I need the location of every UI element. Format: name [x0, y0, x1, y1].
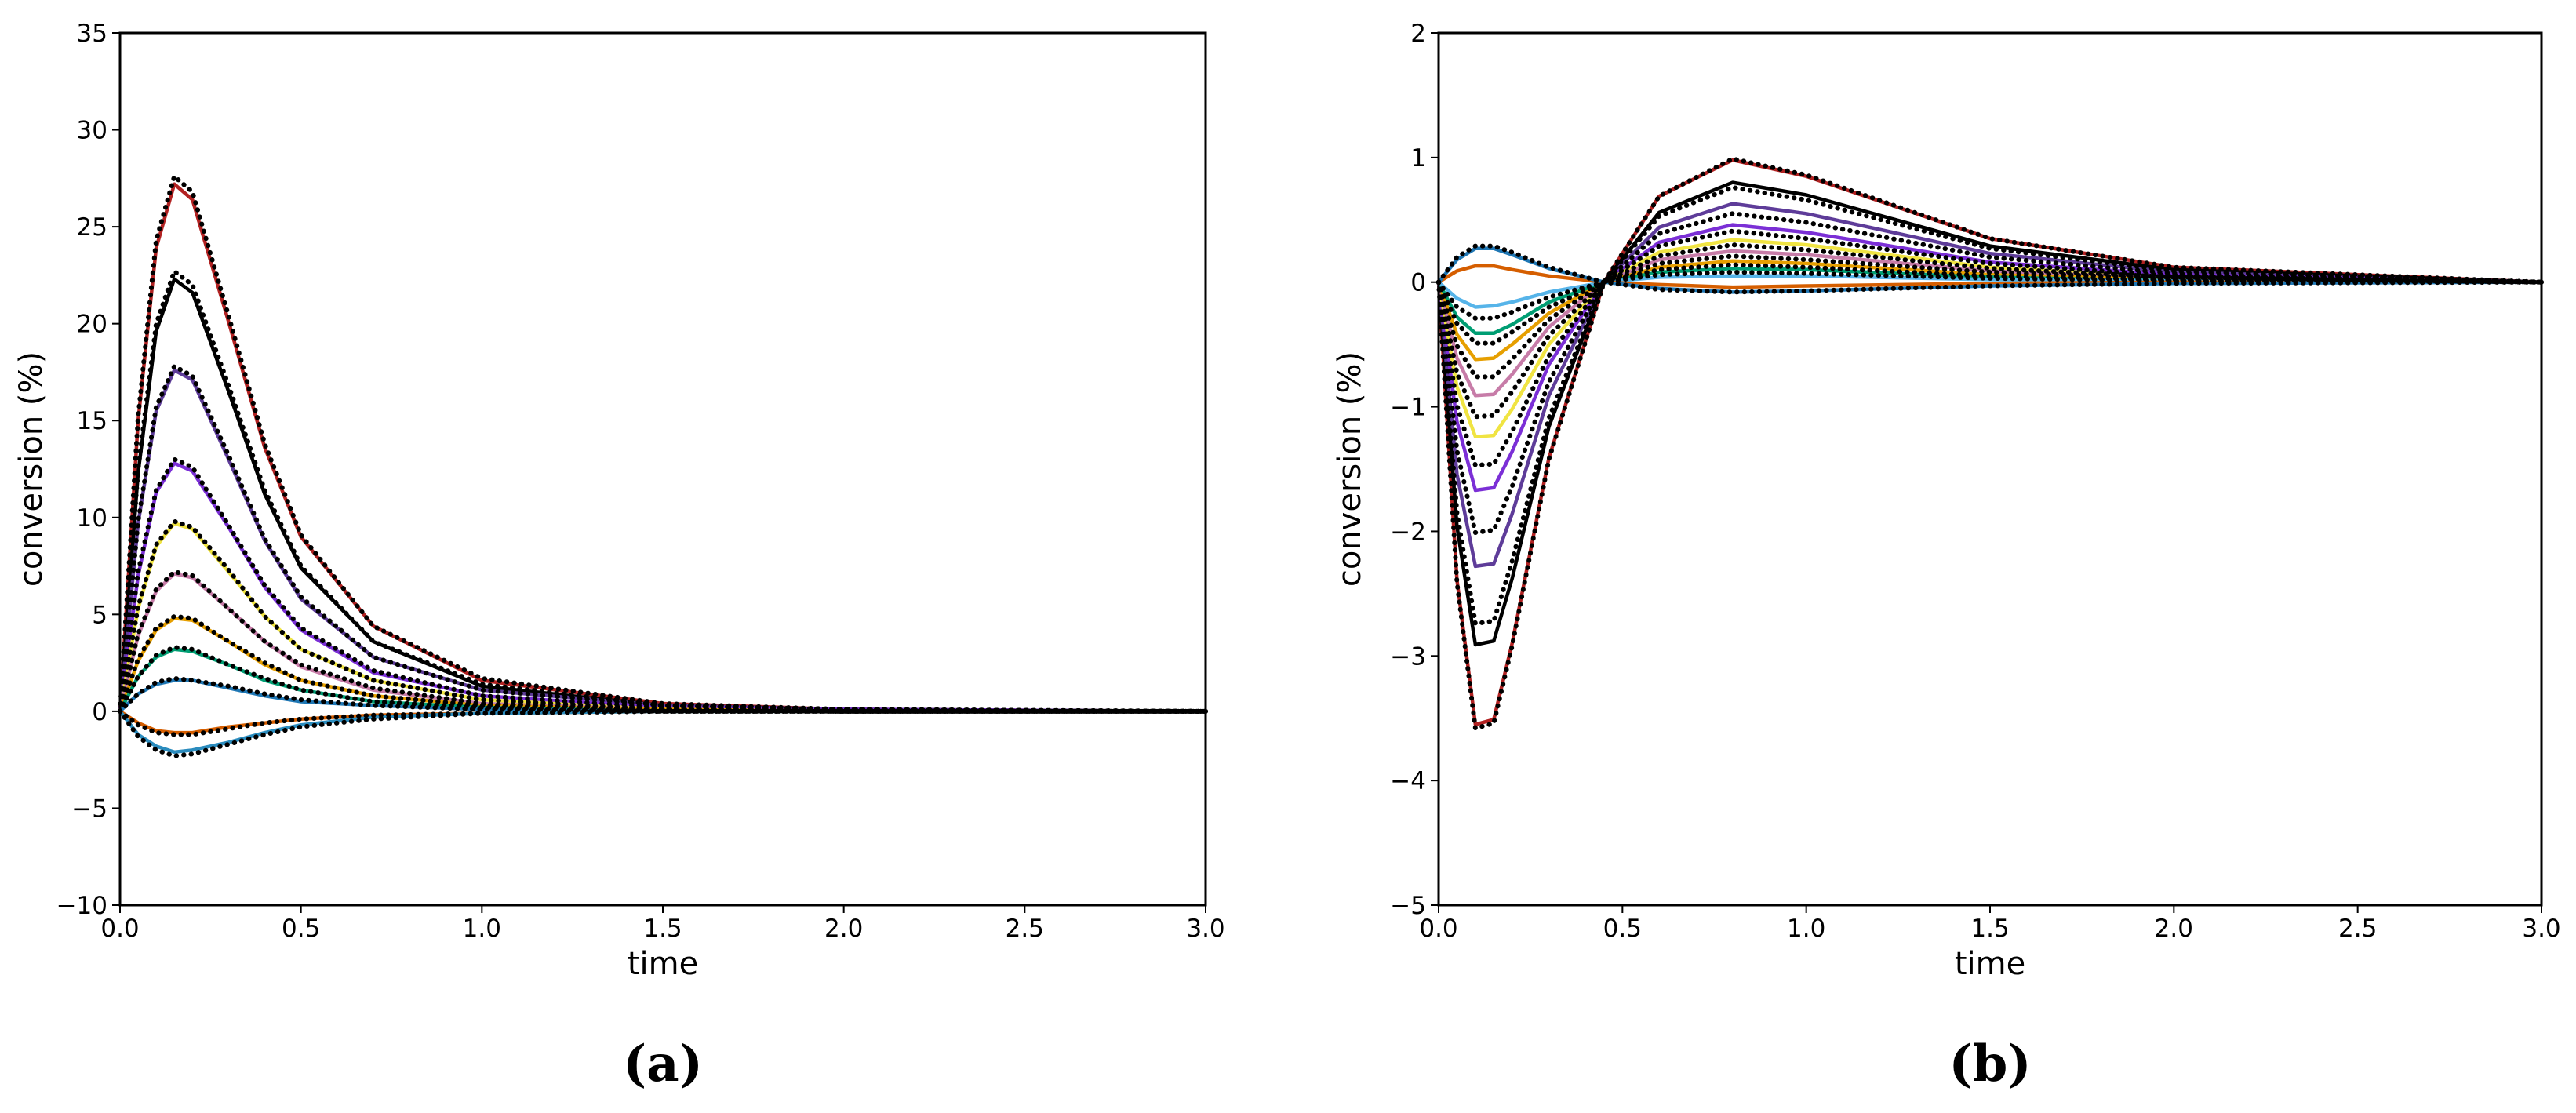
- x-axis-label: time: [1955, 946, 2025, 982]
- fit-line: [118, 364, 1208, 714]
- x-tick-label: 1.0: [463, 915, 501, 943]
- x-tick-label: 0.0: [1419, 915, 1457, 943]
- x-tick-label: 0.5: [282, 915, 320, 943]
- x-tick-label: 2.0: [2155, 915, 2193, 943]
- y-tick-label: 30: [77, 117, 107, 145]
- caption: (a): [623, 1035, 703, 1093]
- y-tick-label: −10: [56, 892, 107, 920]
- x-tick-label: 1.5: [643, 915, 682, 943]
- x-tick-label: 0.0: [100, 915, 139, 943]
- y-tick-label: −3: [1390, 642, 1426, 671]
- x-tick-label: 1.5: [1970, 915, 2009, 943]
- x-tick-label: 3.0: [2522, 915, 2560, 943]
- x-axis-label: time: [628, 946, 698, 982]
- y-tick-label: 15: [77, 407, 107, 435]
- plot-frame: [118, 31, 1207, 907]
- caption: (b): [1948, 1035, 2031, 1093]
- y-tick-label: −4: [1390, 767, 1426, 795]
- y-tick-label: 25: [77, 213, 107, 242]
- x-tick-label: 3.0: [1186, 915, 1224, 943]
- fit-line: [1436, 242, 2544, 420]
- fit-line: [118, 708, 1208, 758]
- y-tick-label: 10: [77, 504, 107, 533]
- fit-line: [118, 569, 1208, 714]
- x-tick-label: 2.0: [824, 915, 863, 943]
- y-axis-label: conversion (%): [1332, 351, 1368, 587]
- x-tick-label: 2.5: [2338, 915, 2377, 943]
- fit-line: [118, 675, 1208, 714]
- y-tick-label: −5: [1390, 892, 1426, 920]
- y-tick-label: −5: [71, 795, 107, 823]
- data-line: [118, 572, 1206, 714]
- fit-line: [1436, 185, 2544, 626]
- y-tick-label: 2: [1410, 20, 1426, 48]
- y-tick-label: 1: [1410, 144, 1426, 173]
- data-line: [118, 709, 1206, 755]
- data-line: [118, 368, 1206, 714]
- fit-line: [1436, 243, 2544, 295]
- y-tick-label: 35: [77, 20, 107, 48]
- plot-frame: [1437, 31, 2543, 907]
- y-axis-label: conversion (%): [13, 351, 49, 587]
- x-tick-label: 2.5: [1006, 915, 1044, 943]
- y-tick-label: 5: [92, 601, 107, 629]
- y-tick-label: −1: [1390, 394, 1426, 422]
- fit-line: [118, 645, 1208, 714]
- y-tick-label: 0: [92, 698, 107, 726]
- x-tick-label: 1.0: [1787, 915, 1825, 943]
- y-tick-label: −2: [1390, 518, 1426, 546]
- fit-line: [118, 268, 1208, 714]
- x-tick-label: 0.5: [1603, 915, 1642, 943]
- y-tick-label: 20: [77, 311, 107, 339]
- y-tick-label: 0: [1410, 269, 1426, 297]
